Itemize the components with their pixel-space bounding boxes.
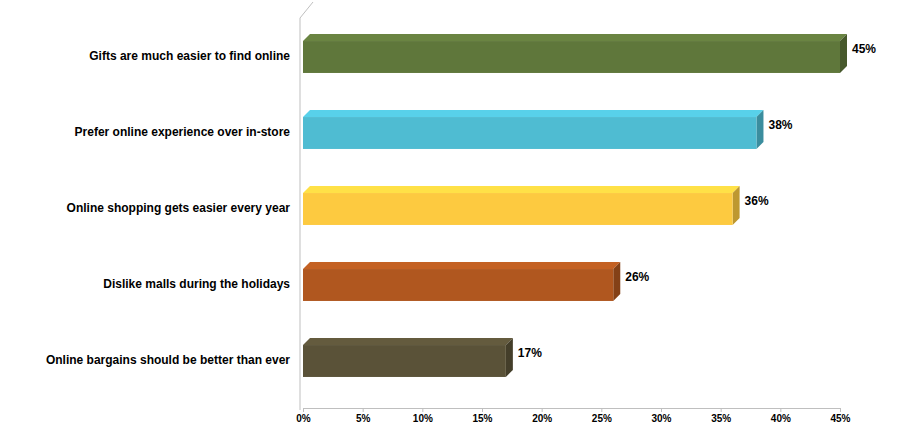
tick-mark [422, 408, 423, 412]
tick-mark [482, 408, 483, 412]
tick-label: 25% [592, 413, 612, 424]
tick: 10% [413, 408, 433, 424]
tick-mark [721, 408, 722, 412]
tick-label: 30% [651, 413, 671, 424]
category-label: Online shopping gets easier every year [67, 201, 291, 215]
category-label: Dislike malls during the holidays [103, 277, 290, 291]
data-label: 36% [745, 194, 769, 208]
data-label: 17% [518, 346, 542, 360]
tick-mark [542, 408, 543, 412]
tick: 5% [356, 408, 371, 424]
tick: 0% [296, 408, 311, 424]
bar-side-face [756, 110, 763, 149]
bar-top-face [303, 338, 513, 345]
bar-side-face [613, 262, 620, 301]
category-label: Prefer online experience over in-store [75, 125, 291, 139]
tick-label: 35% [711, 413, 731, 424]
tick-mark [780, 408, 781, 412]
category-label: Online bargains should be better than ev… [46, 353, 290, 367]
tick: 25% [592, 408, 612, 424]
bar [303, 269, 613, 301]
data-label: 45% [852, 42, 876, 56]
tick-mark [840, 408, 841, 412]
bar-top-face [303, 262, 620, 269]
tick-label: 0% [296, 413, 311, 424]
tick-mark [363, 408, 364, 412]
wall-line [300, 18, 301, 410]
category-label: Gifts are much easier to find online [89, 49, 290, 63]
tick-mark [303, 408, 304, 412]
tick: 40% [771, 408, 791, 424]
bar-side-face [506, 338, 513, 377]
bar [303, 41, 840, 73]
bar [303, 345, 506, 377]
tick: 30% [651, 408, 671, 424]
bars [303, 34, 847, 377]
tick: 45% [830, 408, 850, 424]
wall-line [300, 2, 313, 18]
tick-label: 40% [771, 413, 791, 424]
tick-label: 10% [413, 413, 433, 424]
bar [303, 117, 756, 149]
bar-side-face [840, 34, 847, 73]
axis-line [304, 408, 841, 409]
tick-label: 20% [532, 413, 552, 424]
data-labels: 45% 38% 36% 26% 17% [518, 42, 876, 360]
tick-label: 5% [356, 413, 371, 424]
tick-mark [601, 408, 602, 412]
bar-top-face [303, 186, 740, 193]
tick: 35% [711, 408, 731, 424]
bar-top-face [303, 34, 847, 41]
tick: 20% [532, 408, 552, 424]
bar [303, 193, 733, 225]
data-label: 38% [768, 118, 792, 132]
tick-label: 15% [472, 413, 492, 424]
data-label: 26% [625, 270, 649, 284]
tick: 15% [472, 408, 492, 424]
category-labels: Gifts are much easier to find online Pref… [46, 49, 290, 367]
tick-label: 45% [830, 413, 850, 424]
tick-mark [661, 408, 662, 412]
x-axis: 0% 5% 10% 15% 20% 25% 30% 35% 40% 45% [296, 408, 850, 424]
bar-top-face [303, 110, 763, 117]
bar-side-face [733, 186, 740, 225]
